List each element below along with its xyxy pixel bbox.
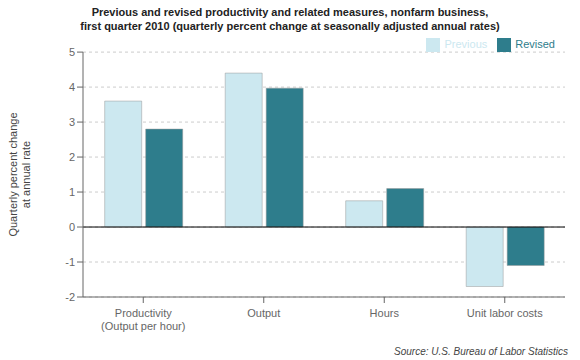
svg-text:Productivity(Output per hour): Productivity(Output per hour) bbox=[101, 307, 185, 332]
html-text:first quarter 2010 (quarterly: first quarter 2010 (quarterly percent ch… bbox=[80, 20, 500, 32]
svg-text:Output: Output bbox=[247, 307, 280, 319]
html-text:Previous and revised productiv: Previous and revised productivity and re… bbox=[91, 6, 489, 18]
html-text:Revised: Revised bbox=[515, 38, 555, 50]
svg-text:3: 3 bbox=[69, 116, 75, 128]
html-text:Source: U.S. Bureau of Labor S: Source: U.S. Bureau of Labor Statistics bbox=[394, 346, 568, 357]
svg-text:-1: -1 bbox=[65, 256, 75, 268]
svg-text:Quarterly percent changeat ann: Quarterly percent changeat annual rate bbox=[7, 112, 32, 236]
svg-text:0: 0 bbox=[69, 221, 75, 233]
svg-text:2: 2 bbox=[69, 151, 75, 163]
svg-text:-2: -2 bbox=[65, 291, 75, 303]
svg-text:Hours: Hours bbox=[370, 307, 400, 319]
svg-text:4: 4 bbox=[69, 81, 75, 93]
svg-text:5: 5 bbox=[69, 46, 75, 58]
svg-text:1: 1 bbox=[69, 186, 75, 198]
html-text:Previous: Previous bbox=[444, 38, 488, 50]
svg-text:Unit labor costs: Unit labor costs bbox=[467, 307, 543, 319]
